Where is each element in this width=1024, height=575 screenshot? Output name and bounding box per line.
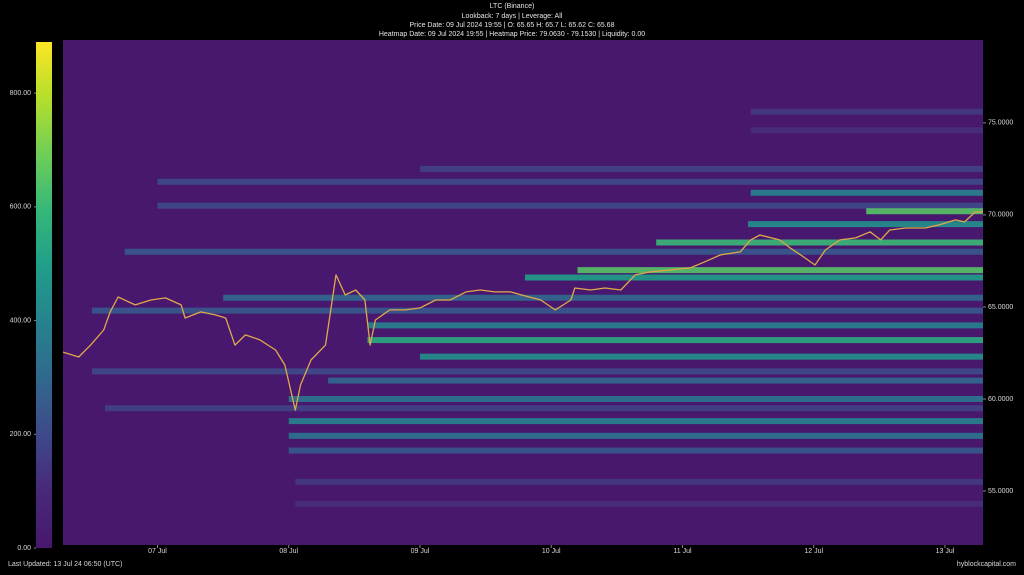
y-tick-label: 55.0000 <box>988 488 1013 495</box>
liquidity-band <box>295 500 983 507</box>
y-tick-label: 65.0000 <box>988 304 1013 311</box>
liquidity-band <box>157 178 983 185</box>
liquidity-band <box>295 478 983 485</box>
liquidity-band <box>748 221 983 228</box>
x-tick-label: 12 Jul <box>804 548 823 555</box>
colorbar-tick-label: 800.00 <box>10 90 32 97</box>
x-tick-label: 08 Jul <box>279 548 298 555</box>
liquidity-band <box>750 108 983 115</box>
y-tick-label: 70.0000 <box>988 212 1013 219</box>
liquidity-band <box>124 248 983 255</box>
colorbar-tick-label: 400.00 <box>10 317 32 324</box>
colorbar <box>36 42 52 548</box>
liquidity-band <box>367 337 983 344</box>
liquidity-band <box>288 432 983 439</box>
liquidity-band <box>866 208 983 215</box>
liquidity-band <box>419 165 983 172</box>
y-tick-label: 75.0000 <box>988 120 1013 127</box>
liquidity-band <box>328 377 983 384</box>
x-tick-label: 11 Jul <box>673 548 692 555</box>
x-tick-label: 10 Jul <box>542 548 561 555</box>
liquidity-band <box>367 322 983 329</box>
footer-left: Last Updated: 13 Jul 24 06:50 (UTC) <box>8 561 122 568</box>
liquidity-band <box>656 239 983 246</box>
liquidity-band <box>524 274 983 281</box>
x-tick-label: 13 Jul <box>936 548 955 555</box>
price-line <box>63 211 983 411</box>
liquidity-band <box>750 189 983 196</box>
colorbar-tick-label: 0.00 <box>17 545 31 552</box>
liquidity-band <box>288 396 983 403</box>
subtitle: Price Date: 09 Jul 2024 19:55 | O: 65.65… <box>410 22 615 29</box>
x-tick-label: 07 Jul <box>148 548 167 555</box>
liquidity-band <box>288 418 983 425</box>
heatmap-layer <box>63 108 983 507</box>
liquidity-band <box>750 127 983 134</box>
plot-area <box>63 40 983 545</box>
footer-right: hyblockcapital.com <box>957 561 1016 568</box>
x-tick-label: 09 Jul <box>411 548 430 555</box>
colorbar-tick-label: 200.00 <box>10 431 32 438</box>
liquidity-band <box>288 447 983 454</box>
liquidity-band <box>419 353 983 360</box>
subtitle: Heatmap Date: 09 Jul 2024 19:55 | Heatma… <box>379 31 645 38</box>
liquidity-band <box>91 368 983 375</box>
liquidity-band <box>157 202 983 209</box>
liquidity-band <box>104 405 983 412</box>
y-tick-label: 60.0000 <box>988 396 1013 403</box>
liquidity-band <box>91 307 983 314</box>
liquidity-band <box>223 294 983 301</box>
liquidity-band <box>577 267 983 274</box>
chart-title: LTC (Binance) <box>490 3 535 10</box>
subtitle: Lookback: 7 days | Leverage: All <box>462 13 563 20</box>
colorbar-tick-label: 600.00 <box>10 204 32 211</box>
